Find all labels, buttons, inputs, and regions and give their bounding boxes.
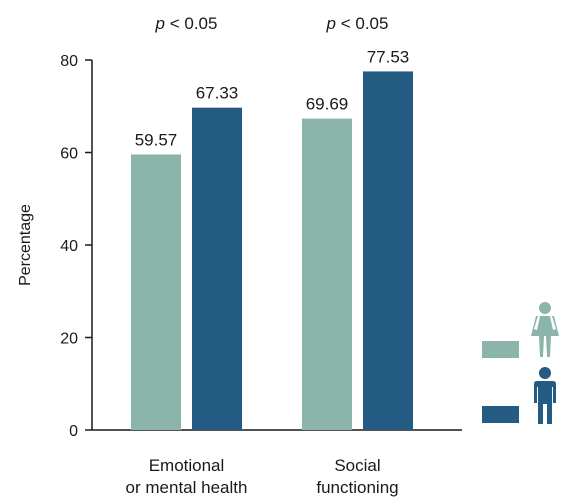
legend-swatch-male [482,406,519,423]
y-tick-label: 20 [60,331,78,348]
bar-value-label: 59.57 [135,130,178,149]
female-icon [531,302,559,357]
x-category-label: Emotional or mental health [126,456,248,497]
data-labels-group: 59.57 67.33 69.69 77.53 [135,47,410,149]
p-value-annotation: p < 0.05 [155,14,218,33]
bar [131,154,181,430]
y-tick-label: 80 [60,53,78,70]
y-tick-label: 0 [69,423,78,440]
p-value-annotation: p < 0.05 [326,14,389,33]
bar [363,71,413,430]
bar-value-label: 69.69 [306,95,349,114]
bars-group [131,71,413,430]
y-ticks: 0 20 40 60 80 [60,53,92,440]
bar-value-label: 77.53 [367,47,410,66]
bar-value-label: 67.33 [196,84,239,103]
category-labels-group: Emotional or mental health Social functioni… [126,456,399,497]
y-tick-label: 60 [60,146,78,163]
x-category-label: Social functioning [316,456,398,497]
legend [482,302,559,424]
bar [302,118,352,430]
p-value-annotations: p < 0.05 p < 0.05 [155,14,389,33]
y-axis-title: Percentage [17,204,34,286]
bar [192,107,242,430]
legend-swatch-female [482,341,519,358]
male-icon [534,367,556,424]
y-tick-label: 40 [60,238,78,255]
